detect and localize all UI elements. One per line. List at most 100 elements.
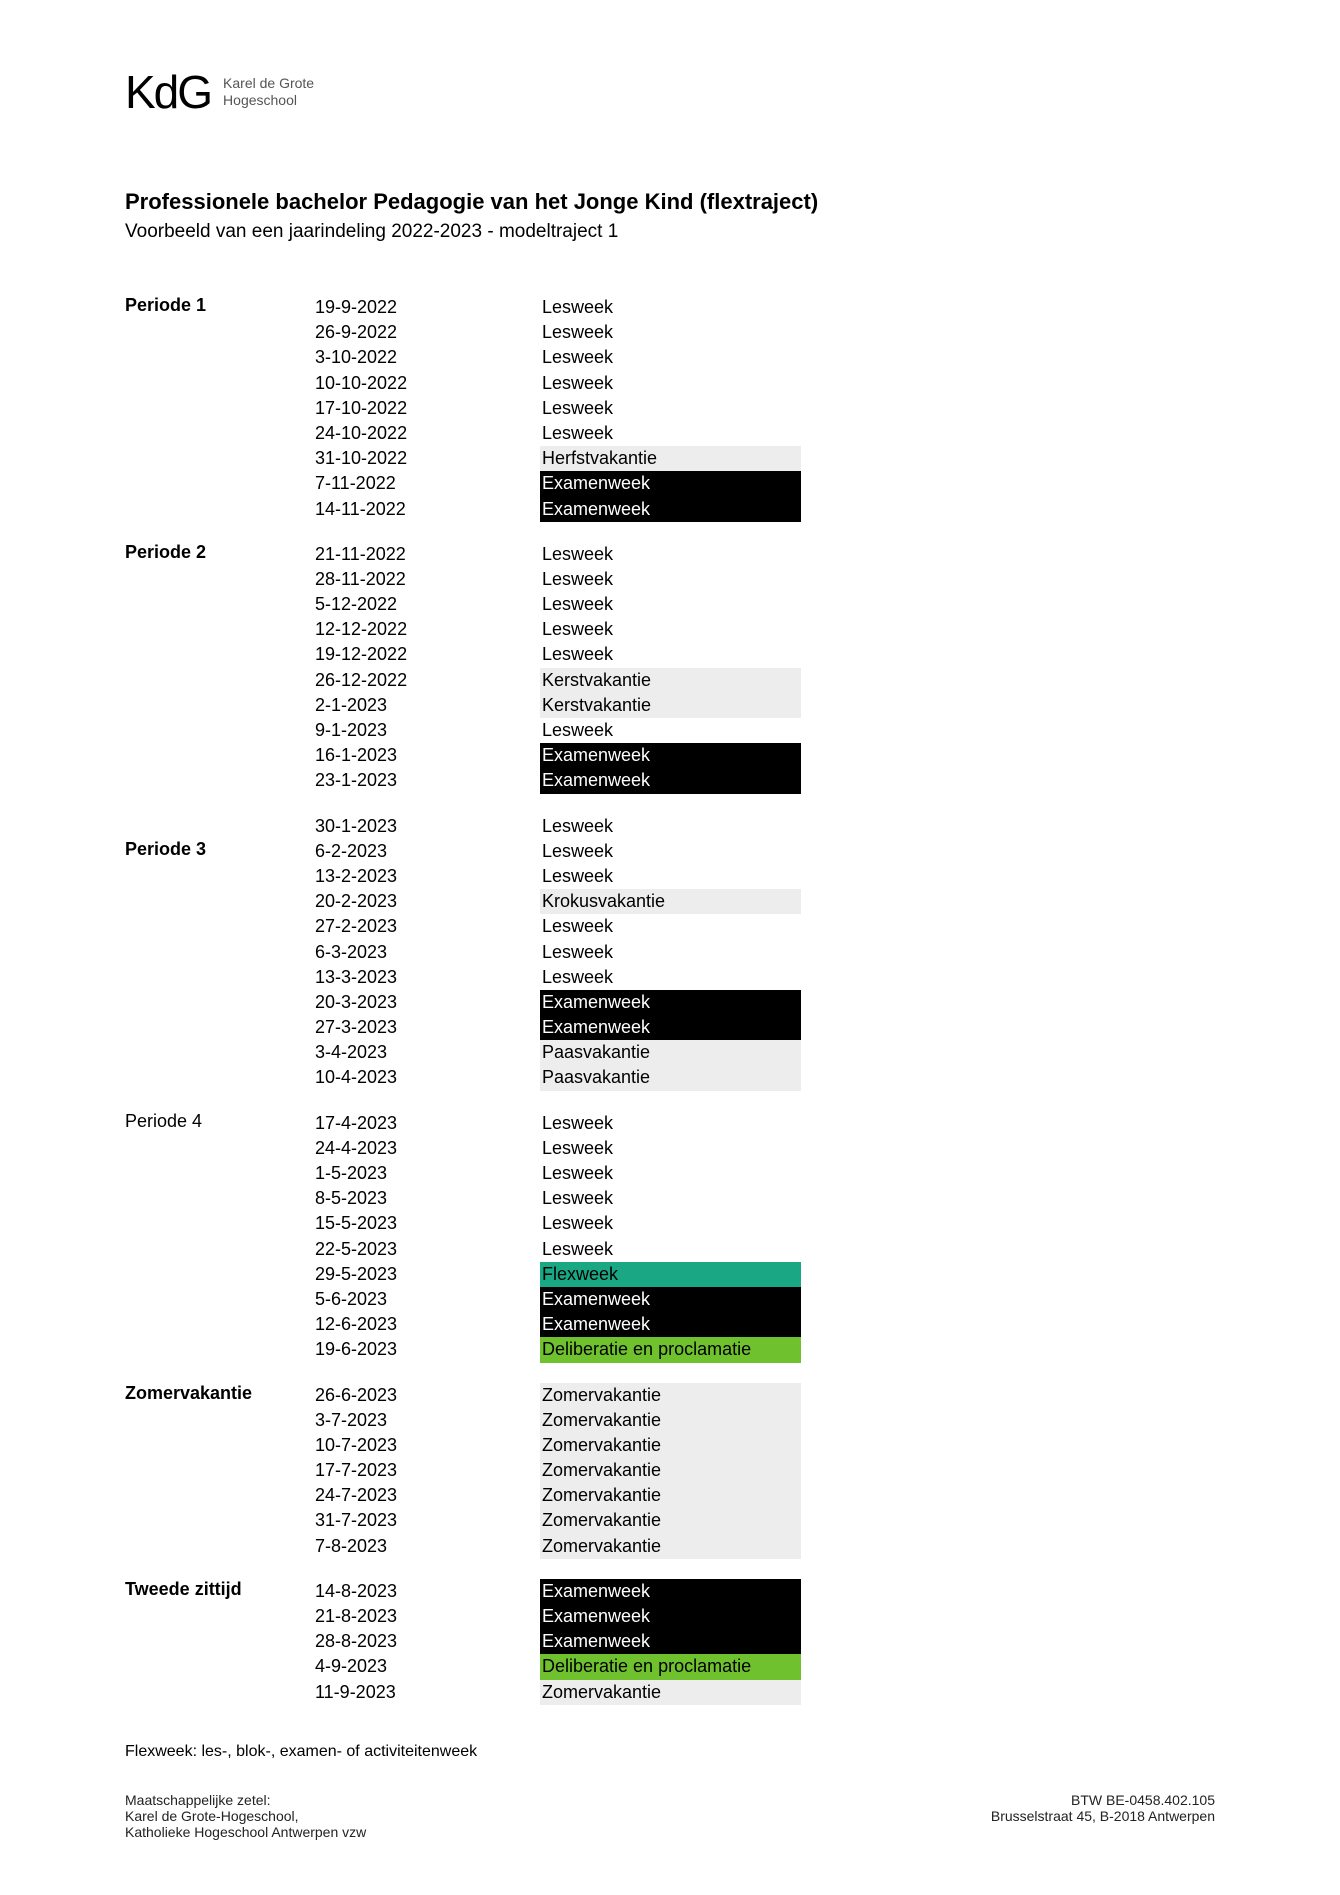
- schedule-row: 3-7-2023Zomervakantie: [315, 1408, 1215, 1433]
- schedule-row: 20-2-2023Krokusvakantie: [315, 889, 1215, 914]
- date-cell: 11-9-2023: [315, 1680, 540, 1705]
- tag-cell: Examenweek: [540, 1604, 801, 1629]
- date-cell: 26-9-2022: [315, 320, 540, 345]
- date-cell: 17-10-2022: [315, 396, 540, 421]
- section: Periode 417-4-2023Lesweek24-4-2023Leswee…: [125, 1111, 1215, 1363]
- date-cell: 9-1-2023: [315, 718, 540, 743]
- tag-cell: Lesweek: [540, 718, 801, 743]
- date-cell: 17-7-2023: [315, 1458, 540, 1483]
- schedule-row: 17-4-2023Lesweek: [315, 1111, 1215, 1136]
- tag-cell: Lesweek: [540, 1111, 801, 1136]
- schedule-row: 10-7-2023Zomervakantie: [315, 1433, 1215, 1458]
- schedule-row: 7-8-2023Zomervakantie: [315, 1534, 1215, 1559]
- footnote: Flexweek: les-, blok-, examen- of activi…: [125, 1743, 1215, 1761]
- tag-cell: Zomervakantie: [540, 1383, 801, 1408]
- schedule-row: 14-8-2023Examenweek: [315, 1579, 1215, 1604]
- logo-sub-line1: Karel de Grote: [223, 75, 314, 93]
- schedule-row: 5-12-2022Lesweek: [315, 592, 1215, 617]
- date-cell: 13-3-2023: [315, 965, 540, 990]
- tag-cell: Examenweek: [540, 1629, 801, 1654]
- date-cell: 5-12-2022: [315, 592, 540, 617]
- date-cell: 13-2-2023: [315, 864, 540, 889]
- tag-cell: Examenweek: [540, 1579, 801, 1604]
- tag-cell: Zomervakantie: [540, 1433, 801, 1458]
- schedule-row: 7-11-2022Examenweek: [315, 471, 1215, 496]
- schedule-row: 28-8-2023Examenweek: [315, 1629, 1215, 1654]
- date-cell: 3-7-2023: [315, 1408, 540, 1433]
- tag-cell: Zomervakantie: [540, 1534, 801, 1559]
- date-cell: 7-8-2023: [315, 1534, 540, 1559]
- tag-cell: Lesweek: [540, 940, 801, 965]
- schedule-row: 3-10-2022Lesweek: [315, 345, 1215, 370]
- tag-cell: Krokusvakantie: [540, 889, 801, 914]
- tag-cell: Lesweek: [540, 567, 801, 592]
- section-label: Periode 3: [125, 814, 315, 1091]
- section-label-text: Tweede zittijd: [125, 1579, 315, 1600]
- tag-cell: Zomervakantie: [540, 1680, 801, 1705]
- date-cell: 28-11-2022: [315, 567, 540, 592]
- tag-cell: Lesweek: [540, 371, 801, 396]
- date-cell: 24-10-2022: [315, 421, 540, 446]
- date-cell: 24-4-2023: [315, 1136, 540, 1161]
- section-rows: 30-1-2023Lesweek6-2-2023Lesweek13-2-2023…: [315, 814, 1215, 1091]
- date-cell: 31-10-2022: [315, 446, 540, 471]
- date-cell: 19-12-2022: [315, 642, 540, 667]
- section-label: Zomervakantie: [125, 1383, 315, 1559]
- section: Periode 330-1-2023Lesweek6-2-2023Lesweek…: [125, 814, 1215, 1091]
- schedule-row: 23-1-2023Examenweek: [315, 768, 1215, 793]
- date-cell: 3-10-2022: [315, 345, 540, 370]
- section: Zomervakantie26-6-2023Zomervakantie3-7-2…: [125, 1383, 1215, 1559]
- section-rows: 17-4-2023Lesweek24-4-2023Lesweek1-5-2023…: [315, 1111, 1215, 1363]
- tag-cell: Deliberatie en proclamatie: [540, 1337, 801, 1362]
- tag-cell: Zomervakantie: [540, 1408, 801, 1433]
- schedule-row: 19-6-2023Deliberatie en proclamatie: [315, 1337, 1215, 1362]
- date-cell: 28-8-2023: [315, 1629, 540, 1654]
- footer-right: BTW BE-0458.402.105 Brusselstraat 45, B-…: [991, 1792, 1215, 1840]
- tag-cell: Zomervakantie: [540, 1483, 801, 1508]
- tag-cell: Lesweek: [540, 1211, 801, 1236]
- schedule-row: 5-6-2023Examenweek: [315, 1287, 1215, 1312]
- schedule-row: 6-2-2023Lesweek: [315, 839, 1215, 864]
- schedule-row: 10-4-2023Paasvakantie: [315, 1065, 1215, 1090]
- schedule-row: 31-7-2023Zomervakantie: [315, 1508, 1215, 1533]
- logo-sub-line2: Hogeschool: [223, 92, 314, 110]
- date-cell: 27-3-2023: [315, 1015, 540, 1040]
- date-cell: 6-2-2023: [315, 839, 540, 864]
- schedule-row: 26-9-2022Lesweek: [315, 320, 1215, 345]
- tag-cell: Lesweek: [540, 320, 801, 345]
- schedule-row: 21-11-2022Lesweek: [315, 542, 1215, 567]
- section-rows: 21-11-2022Lesweek28-11-2022Lesweek5-12-2…: [315, 542, 1215, 794]
- date-cell: 30-1-2023: [315, 814, 540, 839]
- page: KdG Karel de Grote Hogeschool Profession…: [0, 0, 1340, 1895]
- page-subtitle: Voorbeeld van een jaarindeling 2022-2023…: [125, 221, 1215, 243]
- date-cell: 12-12-2022: [315, 617, 540, 642]
- tag-cell: Zomervakantie: [540, 1508, 801, 1533]
- schedule-row: 17-7-2023Zomervakantie: [315, 1458, 1215, 1483]
- tag-cell: Lesweek: [540, 396, 801, 421]
- date-cell: 29-5-2023: [315, 1262, 540, 1287]
- footer-left-line1: Maatschappelijke zetel:: [125, 1792, 366, 1808]
- tag-cell: Examenweek: [540, 1312, 801, 1337]
- tag-cell: Lesweek: [540, 839, 801, 864]
- date-cell: 24-7-2023: [315, 1483, 540, 1508]
- tag-cell: Lesweek: [540, 642, 801, 667]
- tag-cell: Kerstvakantie: [540, 668, 801, 693]
- schedule-row: 28-11-2022Lesweek: [315, 567, 1215, 592]
- date-cell: 20-3-2023: [315, 990, 540, 1015]
- schedule-row: 24-7-2023Zomervakantie: [315, 1483, 1215, 1508]
- schedule-row: 13-3-2023Lesweek: [315, 965, 1215, 990]
- tag-cell: Examenweek: [540, 990, 801, 1015]
- schedule-row: 4-9-2023Deliberatie en proclamatie: [315, 1654, 1215, 1679]
- tag-cell: Examenweek: [540, 471, 801, 496]
- schedule-row: 12-12-2022Lesweek: [315, 617, 1215, 642]
- schedule-row: 17-10-2022Lesweek: [315, 396, 1215, 421]
- tag-cell: Examenweek: [540, 743, 801, 768]
- tag-cell: Lesweek: [540, 1136, 801, 1161]
- footer-left-line2: Karel de Grote-Hogeschool,: [125, 1808, 366, 1824]
- logo-mark: KdG: [125, 65, 211, 119]
- logo: KdG Karel de Grote Hogeschool: [125, 65, 1215, 119]
- tag-cell: Paasvakantie: [540, 1065, 801, 1090]
- date-cell: 10-10-2022: [315, 371, 540, 396]
- date-cell: 8-5-2023: [315, 1186, 540, 1211]
- section: Periode 221-11-2022Lesweek28-11-2022Lesw…: [125, 542, 1215, 794]
